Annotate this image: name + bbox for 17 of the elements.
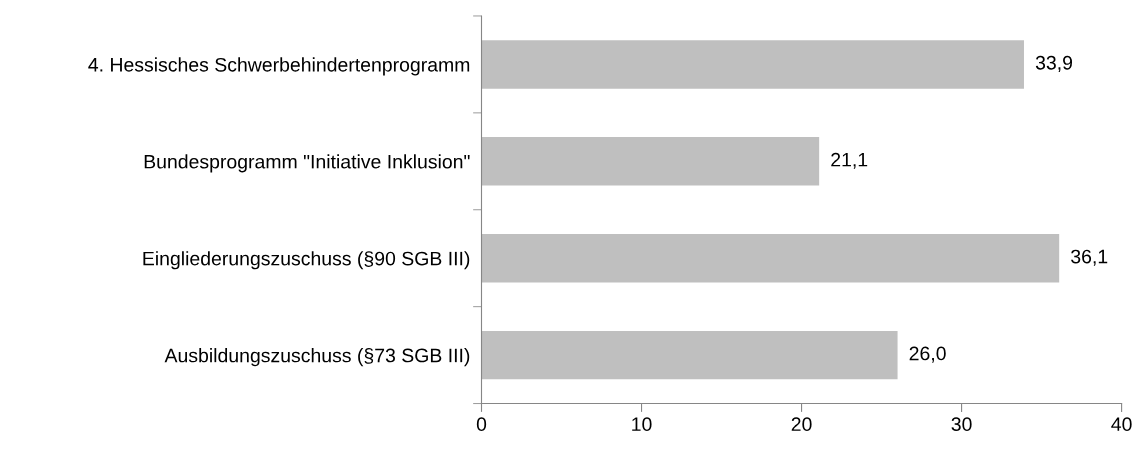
y-tick-label: Eingliederungszuschuss (§90 SGB III) xyxy=(143,251,470,270)
x-tick-label: 20 xyxy=(791,417,812,432)
x-tick-label: 30 xyxy=(951,417,972,432)
data-label: 36,1 xyxy=(1071,249,1108,266)
bar xyxy=(481,40,1024,89)
bar xyxy=(481,233,1060,283)
data-label: 33,9 xyxy=(1035,55,1073,72)
data-label: 26,0 xyxy=(909,346,946,363)
x-tick-label: 10 xyxy=(632,417,652,432)
bar xyxy=(481,137,820,186)
bar xyxy=(481,330,898,380)
x-tick-label: 40 xyxy=(1111,417,1132,432)
y-tick-label: 4. Hessisches Schwerbehindertenprogramm xyxy=(88,57,470,76)
data-label: 21,1 xyxy=(831,152,868,169)
x-tick-label: 0 xyxy=(476,417,487,432)
y-tick-label: Bundesprogramm "Initiative Inklusion" xyxy=(144,154,470,173)
y-tick-label: Ausbildungszuschuss (§73 SGB III) xyxy=(164,348,470,367)
